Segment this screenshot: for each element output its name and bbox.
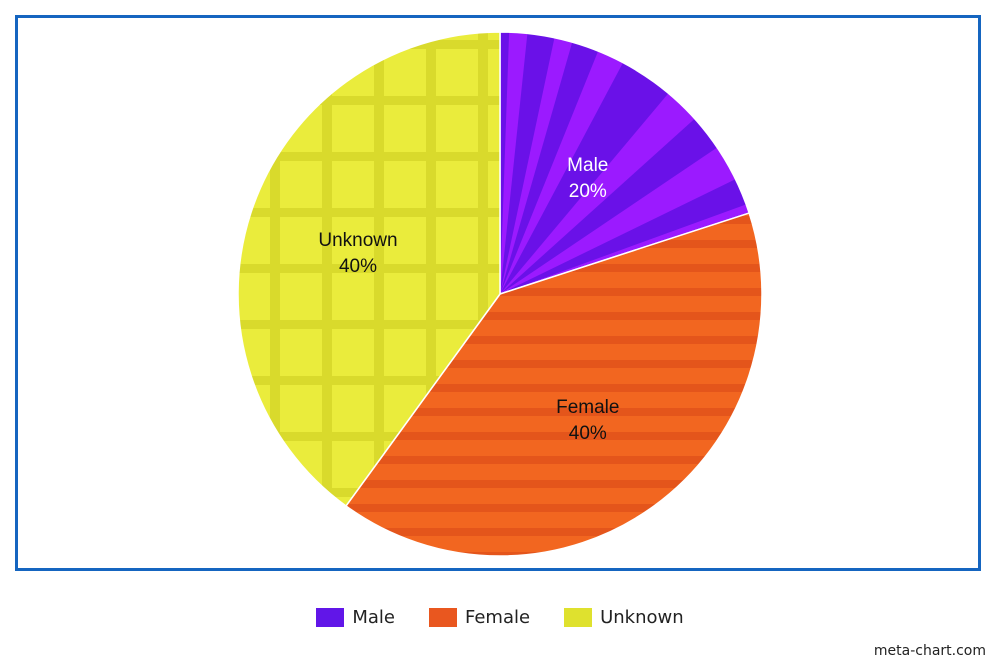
slice-label-unknown-name: Unknown xyxy=(318,230,397,251)
credit-text[interactable]: meta-chart.com xyxy=(873,643,986,659)
legend-item-unknown[interactable]: Unknown xyxy=(564,607,684,628)
slice-label-female-value: 40% xyxy=(569,423,607,444)
legend-swatch-female xyxy=(428,607,457,627)
slice-label-male-name: Male xyxy=(567,155,608,176)
pie-slice-female[interactable] xyxy=(344,212,763,557)
slice-label-unknown-value: 40% xyxy=(339,256,377,277)
legend-swatch-unknown xyxy=(564,607,593,627)
legend: Male Female Unknown xyxy=(0,603,1000,631)
legend-item-male[interactable]: Male xyxy=(316,607,395,628)
legend-label-unknown: Unknown xyxy=(600,606,684,628)
slice-label-female-name: Female xyxy=(556,397,619,418)
pie-slices xyxy=(237,31,763,557)
pie-labels: Male 20% Female 40% Unknown 40% xyxy=(318,155,619,444)
legend-label-male: Male xyxy=(352,606,395,628)
legend-item-female[interactable]: Female xyxy=(428,606,531,628)
slice-label-male-value: 20% xyxy=(569,181,607,202)
pie-slice-unknown[interactable] xyxy=(237,31,501,508)
pie-slice-male[interactable] xyxy=(499,31,751,296)
legend-swatch-male xyxy=(316,607,345,627)
legend-label-female: Female xyxy=(464,606,531,628)
